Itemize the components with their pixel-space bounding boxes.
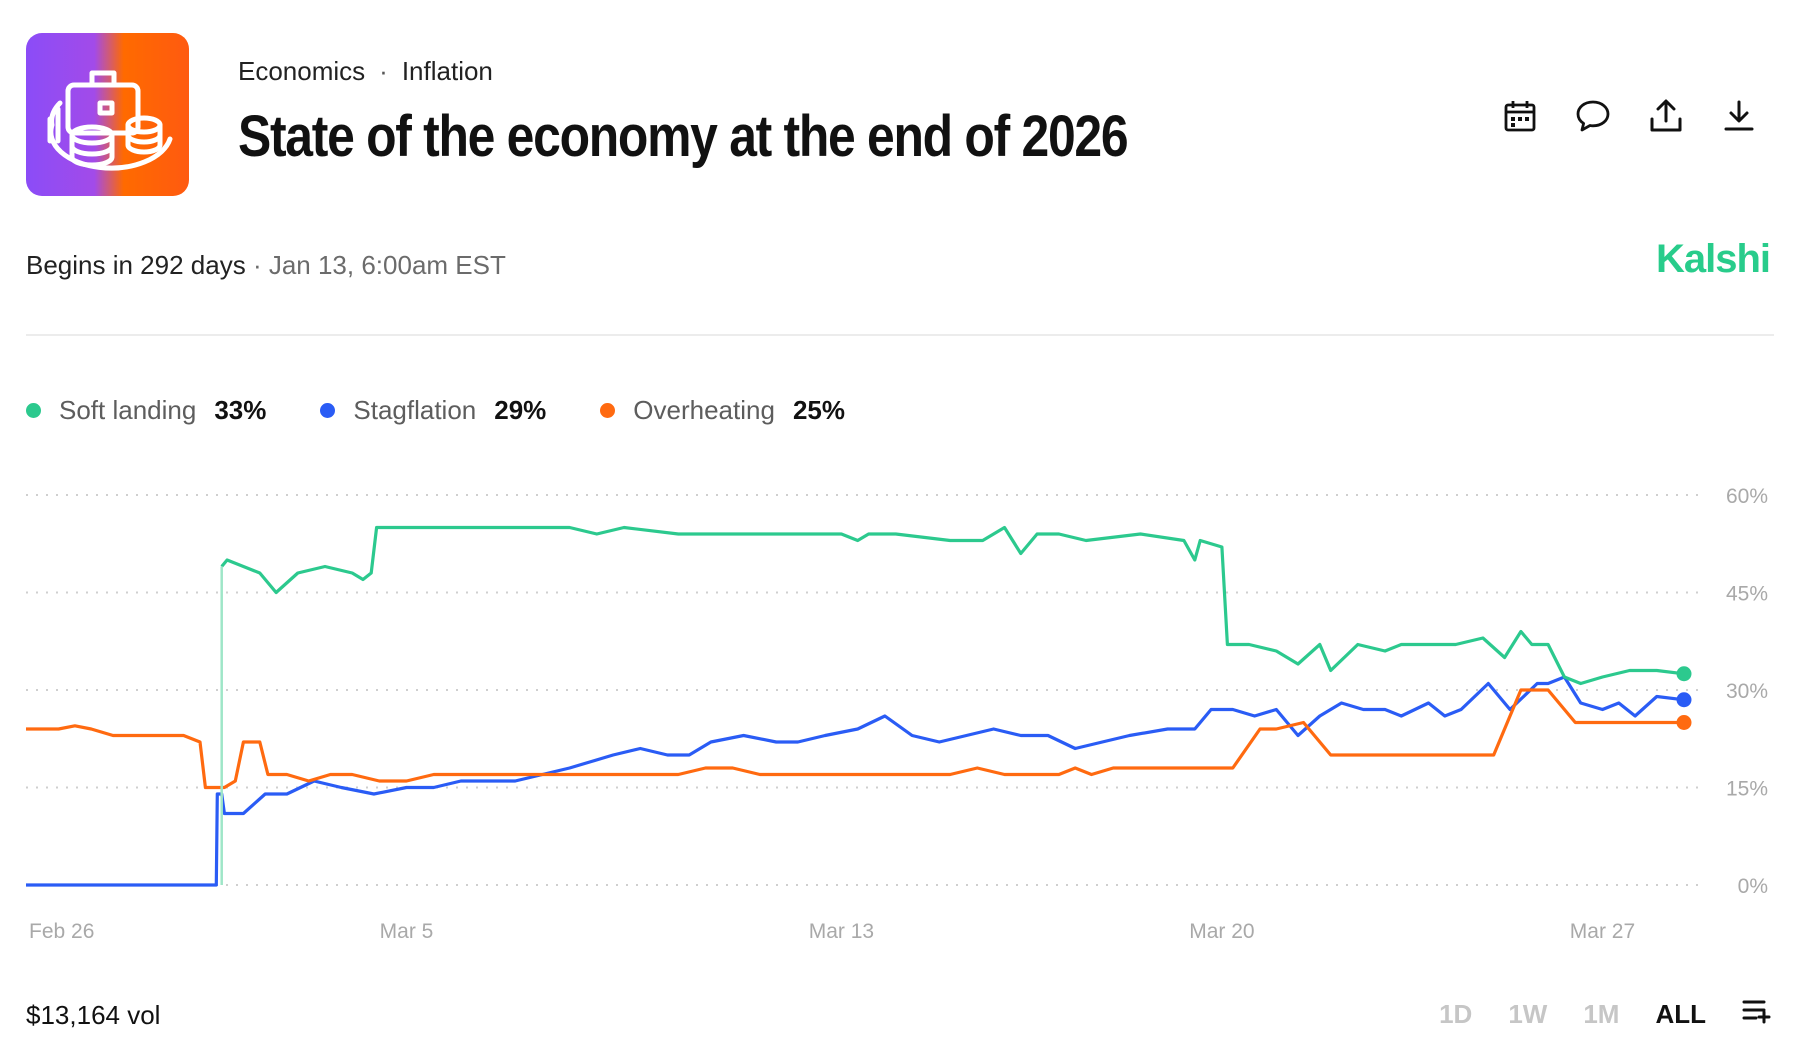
legend-percent: 33% <box>214 395 267 425</box>
y-tick-label: 0% <box>1738 875 1768 898</box>
x-tick-label: Mar 20 <box>1189 920 1254 943</box>
stagflation-line <box>26 675 1685 887</box>
overheating-line <box>26 688 1684 790</box>
breadcrumb-category[interactable]: Economics <box>238 56 366 86</box>
schedule-info: Begins in 292 days · Jan 13, 6:00am EST <box>26 250 506 281</box>
y-tick-label: 45% <box>1726 583 1768 606</box>
y-tick-label: 15% <box>1726 778 1768 801</box>
market-logo <box>26 33 189 196</box>
range-1m-button[interactable]: 1M <box>1583 999 1620 1029</box>
time-range-selector: 1D 1W 1M ALL <box>1439 998 1774 1031</box>
economy-illustration-icon <box>47 70 173 171</box>
overheating-endpoint <box>1676 715 1692 730</box>
schedule-separator: · <box>245 250 269 280</box>
price-history-chart[interactable]: 0% 15% 30% 45% 60% Feb 26 Mar 5 Mar 13 Mar 20 Mar… <box>0 460 1800 960</box>
legend-item-overheating[interactable]: Overheating 25% <box>600 395 845 426</box>
soft-landing-line <box>220 525 1685 686</box>
begins-countdown: Begins in 292 days <box>26 250 246 280</box>
breadcrumb-separator: · <box>379 56 388 86</box>
comments-button[interactable] <box>1573 96 1613 136</box>
stagflation-endpoint <box>1676 692 1692 708</box>
x-tick-label: Mar 13 <box>809 920 874 943</box>
breadcrumb-subcategory[interactable]: Inflation <box>401 56 493 86</box>
y-tick-label: 30% <box>1726 680 1768 703</box>
x-tick-label: Mar 27 <box>1570 920 1635 943</box>
share-icon <box>1650 99 1682 132</box>
begins-date: Jan 13, 6:00am EST <box>268 250 506 280</box>
y-tick-label: 60% <box>1726 485 1768 508</box>
legend-label: Overheating <box>633 395 775 425</box>
range-1w-button[interactable]: 1W <box>1508 999 1548 1029</box>
x-tick-label: Mar 5 <box>380 920 434 943</box>
chart-settings-button[interactable] <box>1742 998 1774 1031</box>
chart-legend: Soft landing 33% Stagflation 29% Overhea… <box>26 395 845 426</box>
soft-landing-endpoint <box>1676 666 1692 682</box>
comment-icon <box>1576 100 1610 132</box>
volume-label: $13,164 vol <box>26 1000 161 1030</box>
breadcrumb: Economics · Inflation <box>238 56 493 87</box>
legend-label: Soft landing <box>59 395 197 425</box>
calendar-button[interactable] <box>1500 96 1540 136</box>
download-icon <box>1724 100 1754 131</box>
header-actions <box>1500 96 1800 136</box>
legend-percent: 25% <box>792 395 845 425</box>
kalshi-logo[interactable]: Kalshi <box>1655 237 1771 281</box>
legend-item-stagflation[interactable]: Stagflation 29% <box>320 395 546 426</box>
soft-landing-dot-icon <box>26 403 41 418</box>
x-tick-label: Feb 26 <box>29 920 94 943</box>
calendar-icon <box>1504 101 1536 132</box>
download-button[interactable] <box>1719 96 1759 136</box>
legend-item-soft-landing[interactable]: Soft landing 33% <box>26 395 266 426</box>
list-add-icon <box>1742 1000 1771 1024</box>
range-all-button[interactable]: ALL <box>1655 999 1706 1029</box>
range-1d-button[interactable]: 1D <box>1439 999 1473 1029</box>
divider <box>26 334 1774 336</box>
overheating-dot-icon <box>600 403 616 418</box>
share-button[interactable] <box>1646 96 1686 136</box>
legend-percent: 29% <box>494 395 547 425</box>
legend-label: Stagflation <box>353 395 477 425</box>
stagflation-dot-icon <box>320 403 336 418</box>
page-title: State of the economy at the end of 2026 <box>238 104 1129 169</box>
